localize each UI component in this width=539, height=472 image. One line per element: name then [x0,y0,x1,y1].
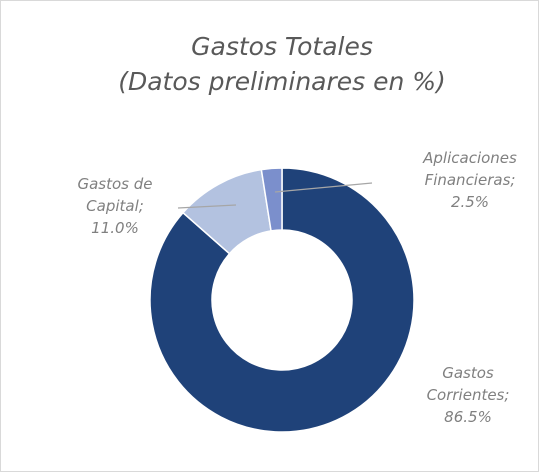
label-line: Gastos [442,364,494,382]
data-label-name: Aplicaciones Financieras; [422,149,517,189]
label-line: Capital; [86,197,144,215]
label-line: Financieras; [425,171,516,189]
label-line: Gastos de [77,175,152,193]
label-line: Corrientes; [427,386,510,404]
donut-slice [260,167,283,232]
data-label-name: Gastos de Capital; [77,175,152,215]
data-label-value: 2.5% [451,193,489,211]
chart-title: Gastos Totales [191,32,373,61]
leader-line [177,204,237,209]
donut-slice [149,167,415,433]
data-label-value: 11.0% [91,219,139,237]
data-label-value: 86.5% [444,408,492,426]
chart-subtitle: (Datos preliminares en %) [118,67,446,96]
leader-line [274,182,373,193]
data-label-name: Gastos Corrientes; [427,364,510,404]
label-line: Aplicaciones [422,149,517,167]
